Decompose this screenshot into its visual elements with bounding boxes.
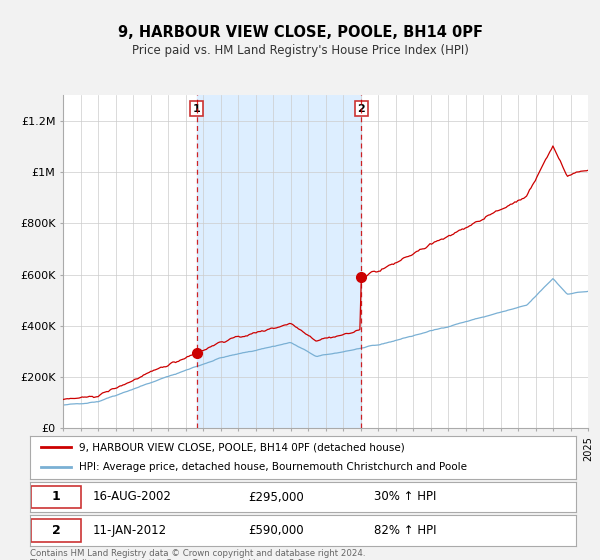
FancyBboxPatch shape [31, 486, 82, 508]
FancyBboxPatch shape [31, 519, 82, 542]
Text: 2: 2 [358, 104, 365, 114]
Text: 9, HARBOUR VIEW CLOSE, POOLE, BH14 0PF: 9, HARBOUR VIEW CLOSE, POOLE, BH14 0PF [118, 25, 482, 40]
Text: 16-AUG-2002: 16-AUG-2002 [93, 491, 172, 503]
Text: 30% ↑ HPI: 30% ↑ HPI [374, 491, 436, 503]
Text: 1: 1 [193, 104, 200, 114]
Bar [197, 95, 361, 428]
Text: 1: 1 [52, 491, 61, 503]
Text: £295,000: £295,000 [248, 491, 304, 503]
Text: 9, HARBOUR VIEW CLOSE, POOLE, BH14 0PF (detached house): 9, HARBOUR VIEW CLOSE, POOLE, BH14 0PF (… [79, 442, 405, 452]
Text: £590,000: £590,000 [248, 524, 304, 537]
Text: HPI: Average price, detached house, Bournemouth Christchurch and Poole: HPI: Average price, detached house, Bour… [79, 462, 467, 472]
Text: 11-JAN-2012: 11-JAN-2012 [93, 524, 167, 537]
Text: 2: 2 [52, 524, 61, 537]
Text: Contains HM Land Registry data © Crown copyright and database right 2024.
This d: Contains HM Land Registry data © Crown c… [30, 549, 365, 560]
Text: 82% ↑ HPI: 82% ↑ HPI [374, 524, 436, 537]
Text: Price paid vs. HM Land Registry's House Price Index (HPI): Price paid vs. HM Land Registry's House … [131, 44, 469, 57]
